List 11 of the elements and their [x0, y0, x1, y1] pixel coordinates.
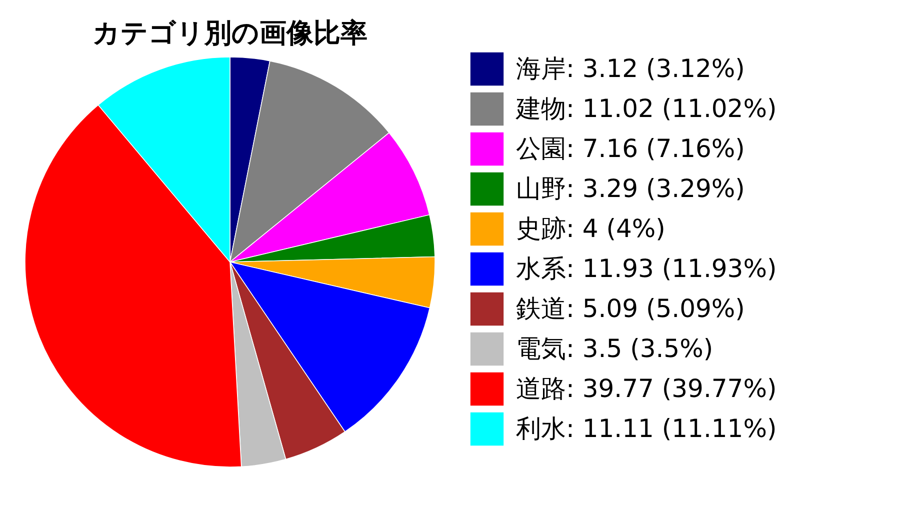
legend-label: 史跡: 4 (4%): [516, 214, 666, 243]
legend-label: 山野: 3.29 (3.29%): [516, 174, 745, 203]
legend-label: 道路: 39.77 (39.77%): [516, 374, 777, 403]
legend-label: 公園: 7.16 (7.16%): [516, 134, 745, 163]
legend-label: 水系: 11.93 (11.93%): [516, 254, 777, 283]
legend-label: 電気: 3.5 (3.5%): [516, 334, 714, 363]
chart-title: カテゴリ別の画像比率: [92, 18, 368, 49]
legend-label: 利水: 11.11 (11.11%): [516, 414, 777, 443]
legend-label: 鉄道: 5.09 (5.09%): [516, 294, 745, 323]
legend-label: 建物: 11.02 (11.02%): [515, 94, 777, 123]
legend-label: 海岸: 3.12 (3.12%): [516, 54, 745, 83]
